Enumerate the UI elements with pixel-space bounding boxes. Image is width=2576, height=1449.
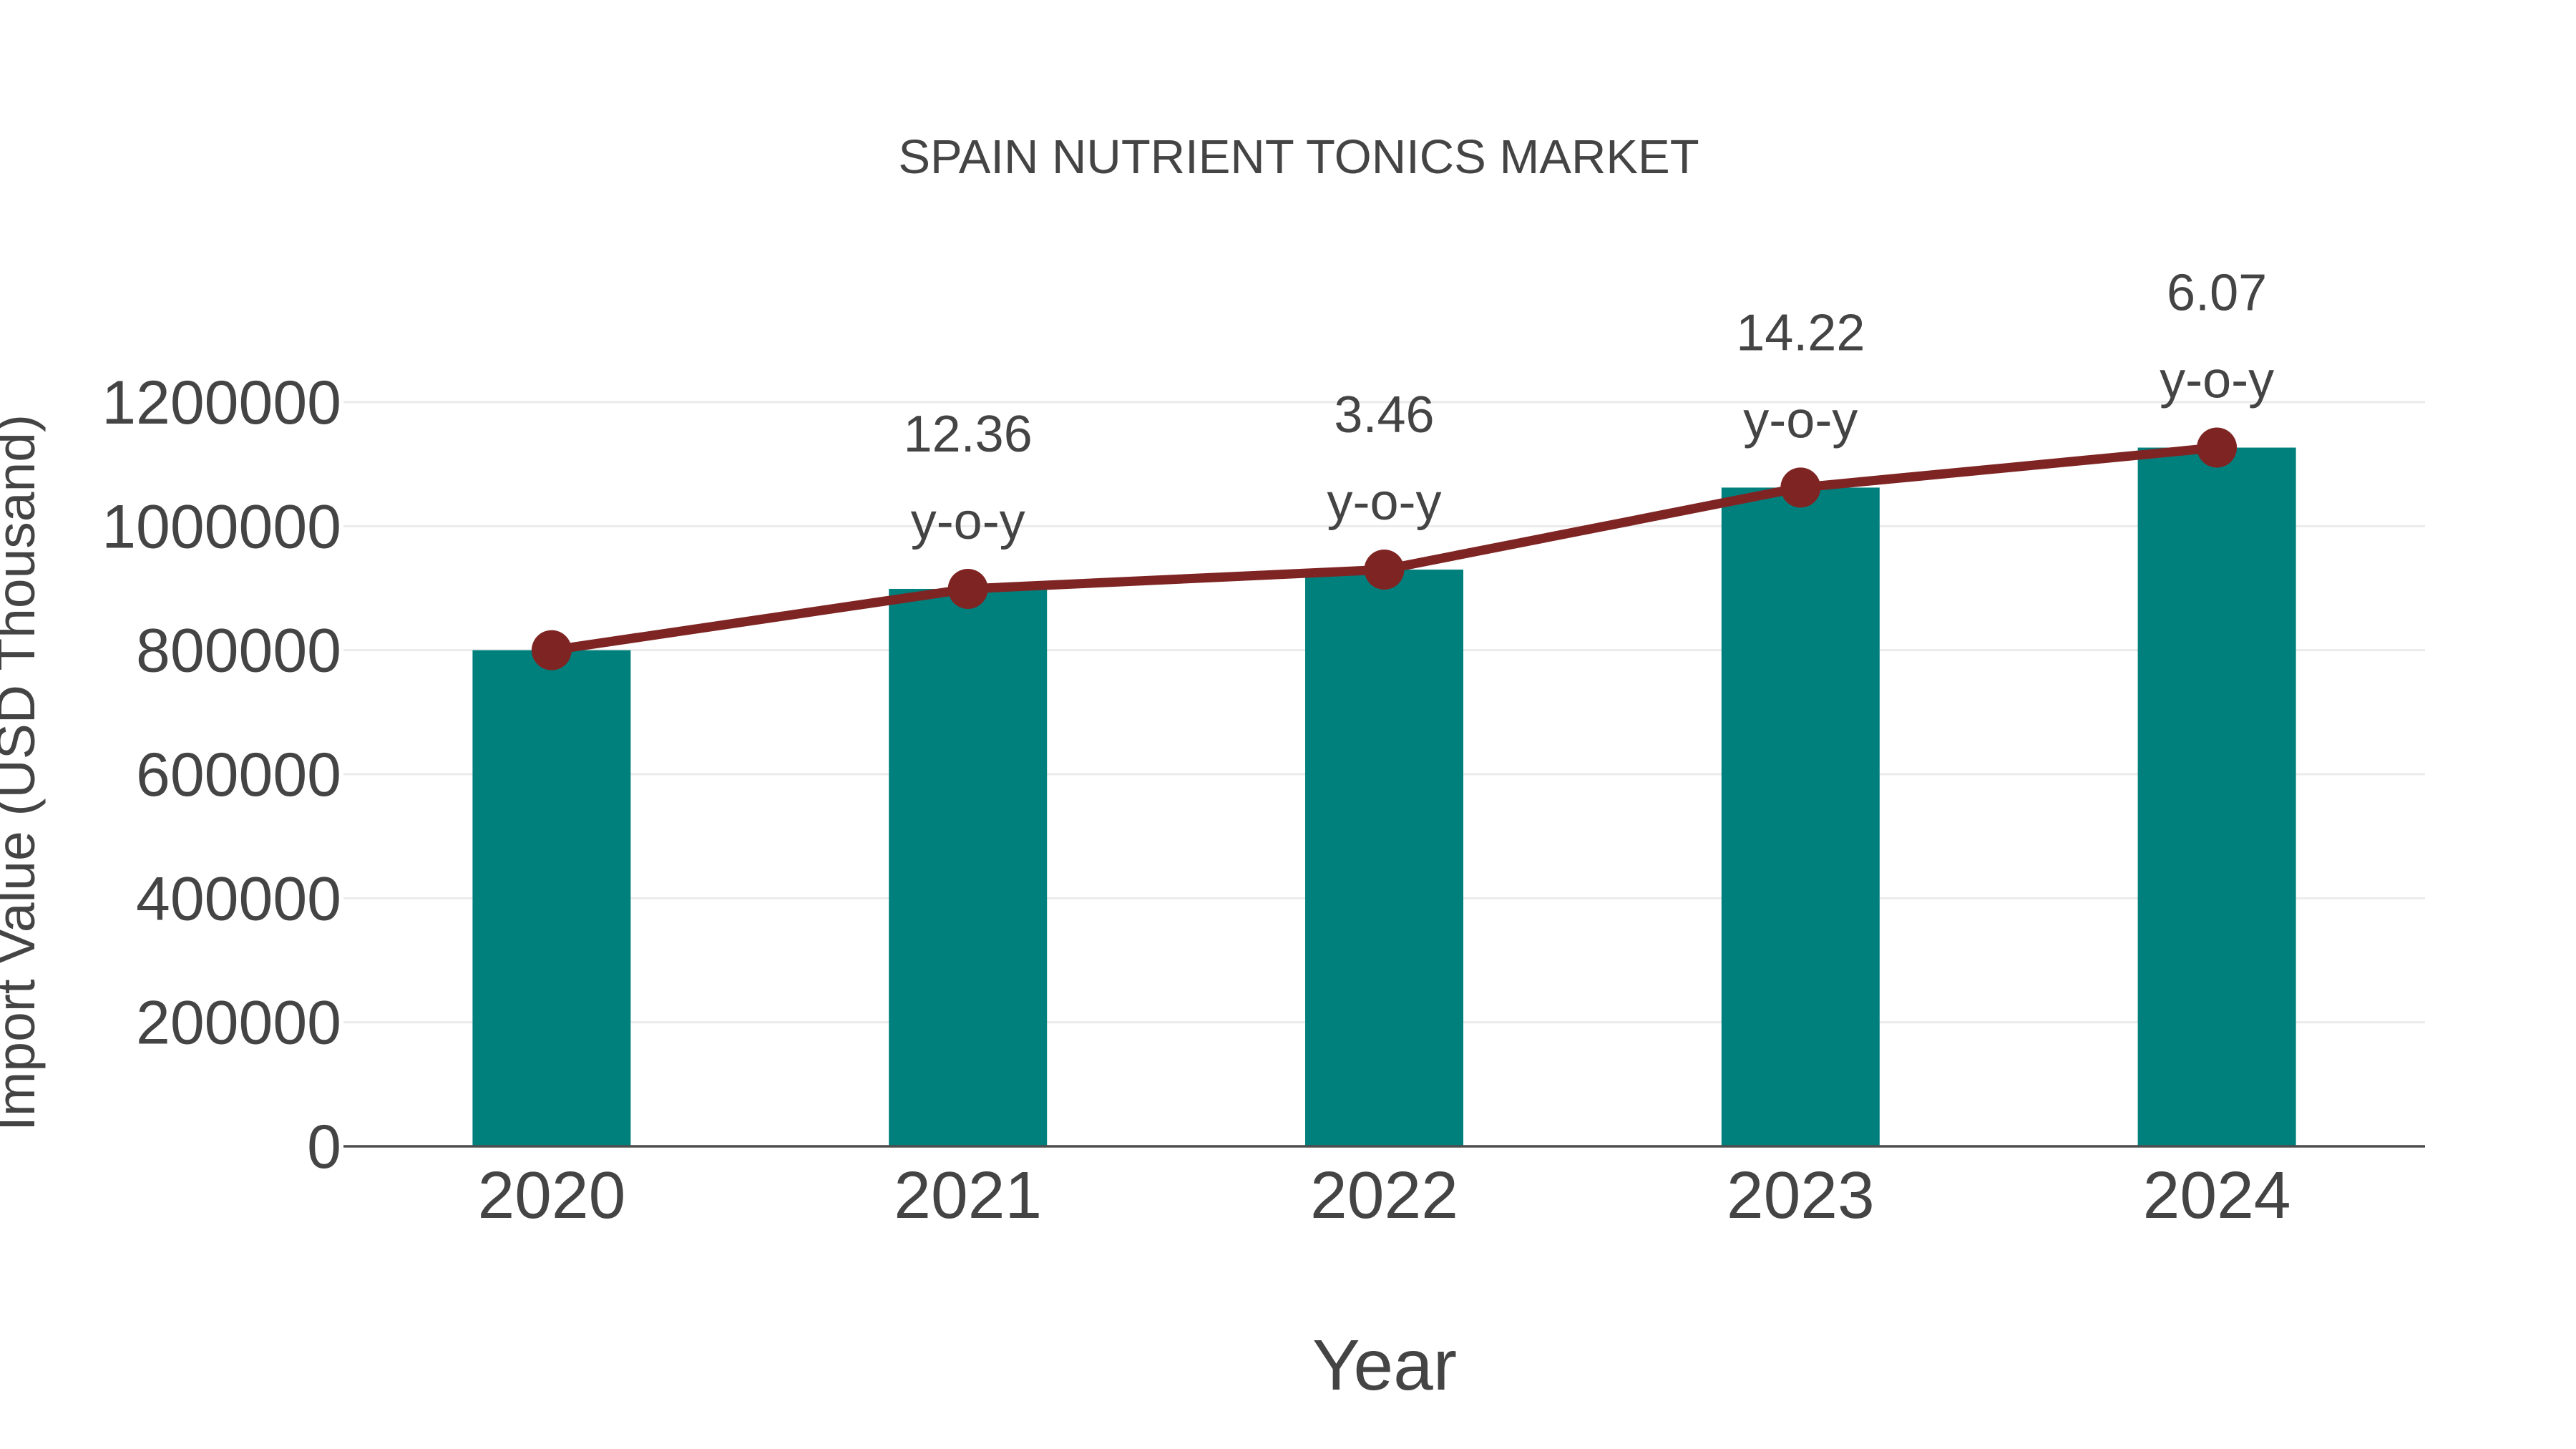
y-tick-label: 0: [307, 1113, 341, 1181]
bar: [1305, 570, 1463, 1146]
y-tick-label: 800000: [136, 617, 341, 686]
bar: [472, 650, 631, 1146]
bar-series-group: [472, 447, 2296, 1146]
y-tick-label: 1000000: [102, 492, 341, 561]
annotation-value: 12.36: [904, 406, 1033, 463]
x-tick-label: 2021: [894, 1158, 1042, 1232]
y-tick-labels-group: 0 200000 400000 600000 800000 1000000 1200000: [102, 369, 341, 1181]
annotation-suffix: y-o-y: [2160, 352, 2274, 409]
x-tick-label: 2023: [1727, 1158, 1875, 1232]
x-tick-label: 2022: [1310, 1158, 1458, 1232]
data-point-marker: [1364, 550, 1405, 590]
x-tick-labels-group: 2020 2021 2022 2023 2024: [477, 1158, 2290, 1232]
y-tick-label: 200000: [136, 989, 341, 1058]
y-tick-label: 600000: [136, 741, 341, 809]
data-point-marker: [531, 630, 572, 670]
annotation-value: 14.22: [1736, 304, 1865, 361]
x-tick-label: 2024: [2143, 1158, 2291, 1232]
y-axis-title: Import Value (USD Thousand): [0, 414, 46, 1131]
annotation-suffix: y-o-y: [1743, 391, 1858, 449]
data-point-marker: [2197, 427, 2238, 468]
annotations-group: 12.36 y-o-y 3.46 y-o-y 14.22 y-o-y 6.07 y-o-y: [904, 265, 2274, 550]
line-series-group: [531, 427, 2238, 670]
annotation-suffix: y-o-y: [1327, 474, 1442, 531]
y-tick-label: 1200000: [102, 369, 341, 437]
data-point-marker: [947, 568, 988, 609]
chart-title: SPAIN NUTRIENT TONICS MARKET: [898, 130, 1699, 184]
bar: [1721, 487, 1880, 1146]
annotation-suffix: y-o-y: [911, 493, 1025, 550]
y-tick-label: 400000: [136, 864, 341, 933]
annotation-value: 6.07: [2167, 265, 2267, 322]
x-tick-label: 2020: [477, 1158, 625, 1232]
annotation-value: 3.46: [1334, 386, 1434, 444]
bar: [889, 588, 1048, 1146]
data-point-marker: [1780, 467, 1821, 508]
bar: [2137, 447, 2296, 1146]
x-axis-title: Year: [1312, 1325, 1457, 1405]
